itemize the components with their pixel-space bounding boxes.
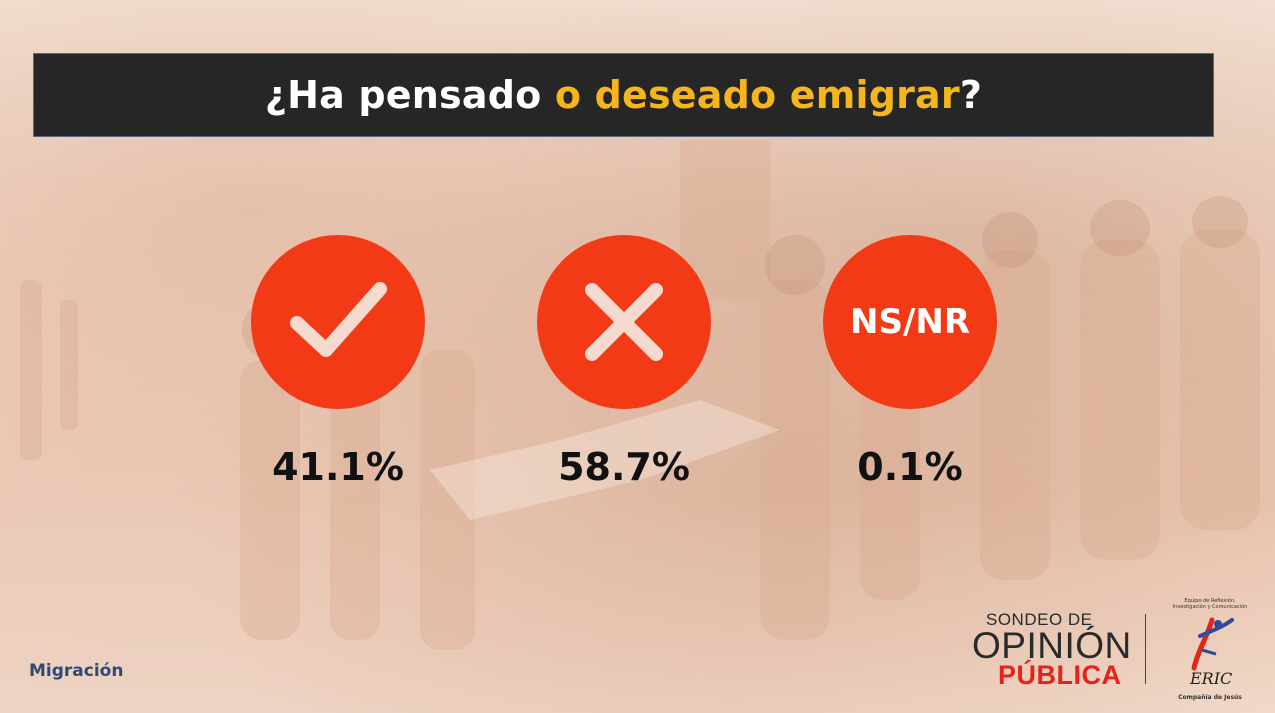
yes-percentage: 41.1% — [272, 445, 404, 489]
title-part2: ? — [959, 73, 983, 117]
nsnr-percentage: 0.1% — [857, 445, 963, 489]
option-no: 58.7% — [536, 235, 712, 489]
logo-line-2: OPINIÓN — [972, 625, 1132, 666]
nsnr-circle: NS/NR — [823, 235, 997, 409]
ns-nr-label: NS/NR — [850, 302, 970, 342]
question-title: ¿Ha pensado o deseado emigrar? — [265, 73, 982, 117]
eric-logo: Equipo de Reflexión, Investigación y Com… — [1172, 598, 1248, 704]
sondeo-opinion-publica-logo: SONDEO DE OPINIÓN PÚBLICA — [972, 610, 1131, 690]
yes-circle — [251, 235, 425, 409]
eric-tagline: Equipo de Reflexión, Investigación y Com… — [1172, 598, 1248, 610]
no-percentage: 58.7% — [558, 445, 690, 489]
logo-divider — [1145, 614, 1146, 684]
eric-org-name: Compañía de Jesús — [1178, 694, 1242, 701]
eric-mark-icon: ERIC — [1189, 617, 1234, 688]
check-icon — [290, 282, 387, 357]
option-nsnr: NS/NR 0.1% — [822, 235, 998, 489]
title-banner: ¿Ha pensado o deseado emigrar? — [33, 53, 1214, 137]
title-part1: ¿Ha pensado — [264, 73, 555, 117]
option-yes: 41.1% — [250, 235, 426, 489]
logo-line-1: SONDEO DE — [986, 610, 1093, 629]
x-icon — [585, 283, 663, 361]
no-circle — [537, 235, 711, 409]
svg-text:ERIC: ERIC — [1189, 669, 1232, 688]
section-label: Migración — [29, 661, 124, 681]
logo-line-3: PÚBLICA — [998, 660, 1122, 690]
title-highlight: o deseado emigrar — [554, 73, 960, 117]
